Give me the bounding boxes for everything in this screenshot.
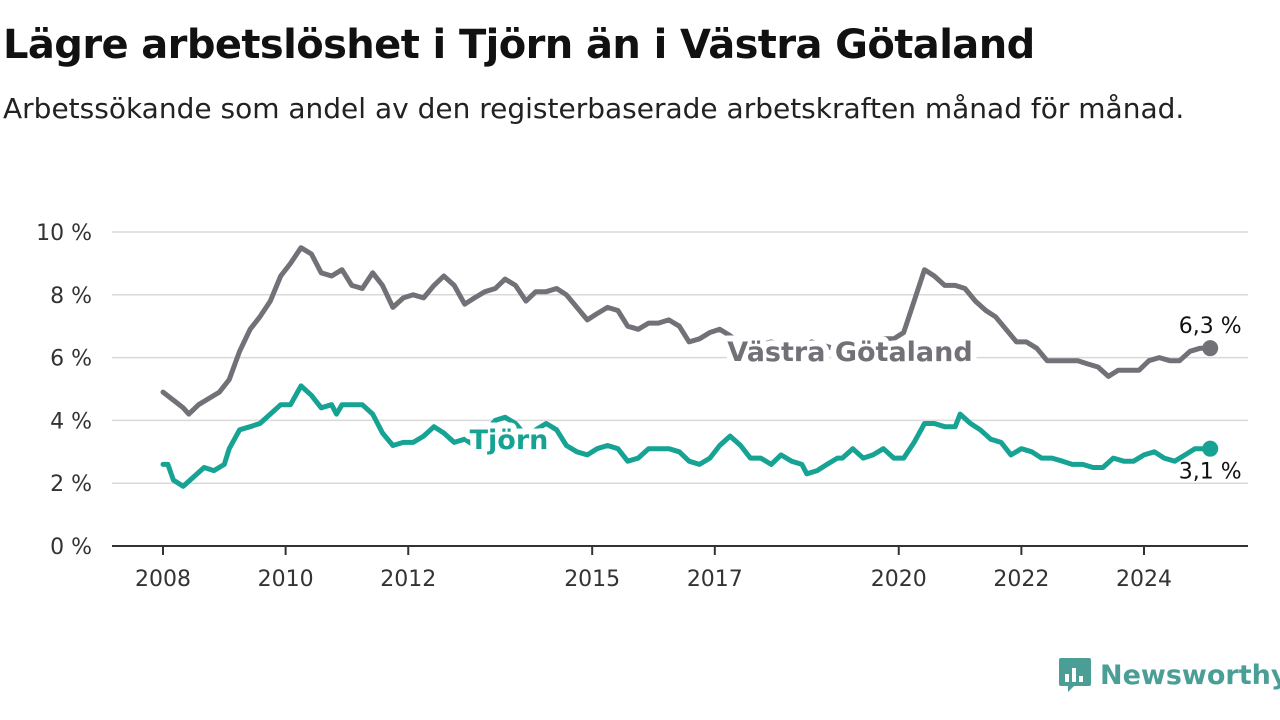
end-value-label-tjorn: 3,1 % bbox=[1179, 460, 1242, 485]
grid-layer bbox=[112, 231, 1248, 484]
series-label-vastra-gotaland: Västra Götaland bbox=[727, 337, 972, 368]
series-layer bbox=[160, 245, 1219, 489]
x-tick-label: 2008 bbox=[135, 567, 191, 592]
brand-name: Newsworthy bbox=[1100, 659, 1280, 691]
x-tick-label: 2020 bbox=[871, 567, 927, 592]
y-tick-label: 2 % bbox=[50, 472, 92, 497]
y-tick-label: 10 % bbox=[36, 221, 92, 246]
end-point-vastra-gotaland bbox=[1202, 340, 1219, 357]
x-tick-label: 2015 bbox=[564, 567, 620, 592]
y-tick-label: 0 % bbox=[50, 535, 92, 560]
series-line-vastra-gotaland bbox=[160, 245, 1213, 417]
x-tick-label: 2010 bbox=[258, 567, 314, 592]
chart-title: Lägre arbetslöshet i Tjörn än i Västra G… bbox=[3, 22, 1035, 68]
chart-subtitle: Arbetssökande som andel av den registerb… bbox=[3, 92, 1185, 125]
series-label-halo: Västra Götaland bbox=[727, 337, 972, 368]
end-point-tjorn bbox=[1202, 440, 1219, 457]
x-tick-label: 2024 bbox=[1116, 567, 1172, 592]
series-label-tjorn: Tjörn bbox=[470, 425, 549, 456]
series-label-halo: Tjörn bbox=[470, 425, 549, 456]
x-tick-label: 2022 bbox=[993, 567, 1049, 592]
y-tick-label: 6 % bbox=[50, 347, 92, 372]
newsworthy-logo-icon bbox=[1059, 658, 1091, 692]
x-tick-label: 2012 bbox=[380, 567, 436, 592]
end-value-label-vastra-gotaland: 6,3 % bbox=[1179, 314, 1242, 339]
series-line-tjorn bbox=[160, 383, 1213, 489]
axis-layer: 0 % 2 % 4 % 6 % 8 % 10 % 2008 2010 2012 2015 2017 2… bbox=[36, 221, 1248, 592]
y-tick-label: 4 % bbox=[50, 409, 92, 434]
y-tick-label: 8 % bbox=[50, 284, 92, 309]
x-tick-label: 2017 bbox=[687, 567, 743, 592]
brand-logo: Newsworthy bbox=[1058, 655, 1280, 695]
